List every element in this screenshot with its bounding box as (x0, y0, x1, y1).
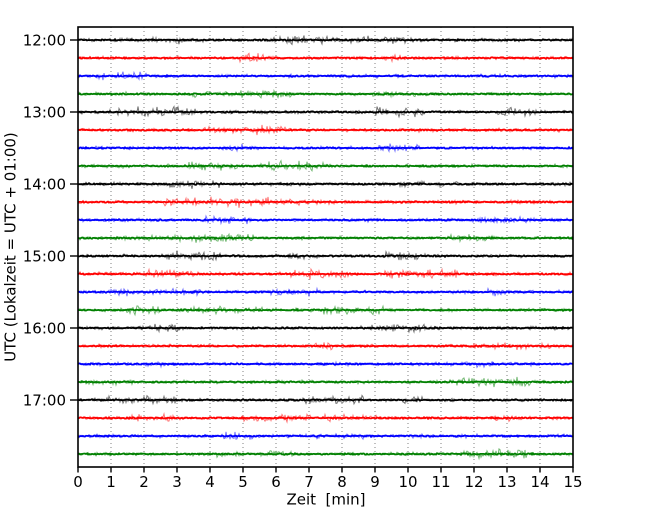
x-tick-label: 12 (464, 473, 483, 491)
x-tick-label: 0 (73, 473, 83, 491)
trace-14:45 (77, 235, 574, 241)
y-tick-label: 13:00 (23, 104, 66, 122)
trace-15:30 (77, 289, 574, 294)
x-tick-label: 11 (431, 473, 450, 491)
trace-16:15 (77, 344, 573, 349)
x-tick-label: 10 (398, 473, 417, 491)
plot-border (77, 26, 574, 468)
trace-17:45 (77, 451, 574, 457)
trace-15:15 (77, 271, 574, 277)
x-tick-label: 15 (563, 473, 582, 491)
trace-13:15 (77, 128, 574, 133)
trace-16:45 (77, 380, 574, 384)
y-tick-label: 17:00 (23, 392, 66, 410)
trace-16:00 (77, 325, 574, 331)
y-axis-title: UTC (Lokalzeit = UTC + 01:00) (1, 132, 20, 362)
x-tick-label: 4 (205, 473, 215, 491)
x-tick-label: 2 (139, 473, 149, 491)
trace-12:00 (77, 37, 573, 43)
trace-12:30 (77, 73, 574, 78)
x-axis-title: Zeit [min] (286, 490, 366, 509)
trace-15:45 (77, 307, 574, 313)
y-tick-label: 14:00 (23, 176, 66, 194)
trace-15:00 (77, 253, 574, 259)
x-tick-label: 3 (172, 473, 182, 491)
trace-14:30 (77, 218, 574, 222)
x-tick-label: 14 (530, 473, 549, 491)
trace-17:30 (77, 434, 574, 439)
trace-17:15 (77, 416, 574, 421)
x-tick-label: 6 (271, 473, 281, 491)
trace-12:15 (78, 56, 574, 61)
y-tick-label: 12:00 (23, 32, 66, 50)
trace-13:30 (77, 145, 574, 151)
trace-16:30 (77, 361, 574, 367)
y-tick-label: 16:00 (23, 320, 66, 338)
trace-fuzz-14:15 (77, 196, 574, 209)
y-tick-label: 15:00 (23, 248, 66, 266)
x-tick-label: 1 (106, 473, 116, 491)
trace-14:00 (77, 182, 574, 186)
trace-13:00 (77, 109, 574, 114)
x-tick-label: 5 (238, 473, 248, 491)
x-tick-label: 7 (304, 473, 314, 491)
trace-17:00 (78, 398, 574, 403)
x-tick-label: 13 (497, 473, 516, 491)
x-tick-label: 8 (337, 473, 347, 491)
trace-14:15 (77, 200, 574, 204)
trace-12:45 (77, 92, 574, 97)
x-tick-label: 9 (370, 473, 380, 491)
trace-13:45 (78, 163, 574, 168)
